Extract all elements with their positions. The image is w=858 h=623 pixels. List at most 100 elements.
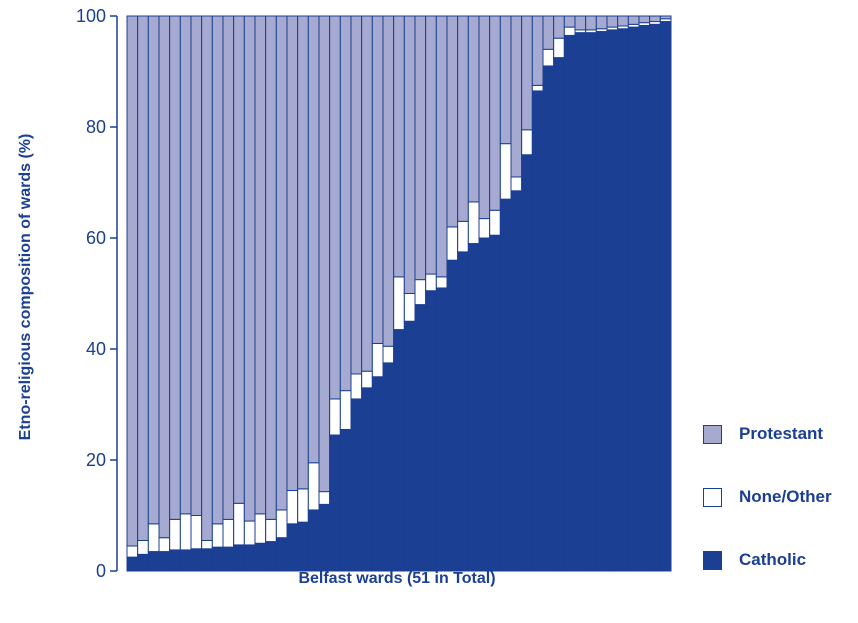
bar-catholic-24 <box>371 376 384 572</box>
bar-none-other-27 <box>403 293 416 322</box>
bar-none-other-30 <box>435 276 448 289</box>
bar-protestant-38 <box>521 15 533 131</box>
bar-none-other-18 <box>307 462 320 511</box>
bar-none-other-37 <box>510 176 523 192</box>
bar-protestant-47 <box>617 15 629 27</box>
bar-protestant-5 <box>169 15 181 520</box>
bar-protestant-18 <box>307 15 320 464</box>
bar-catholic-26 <box>393 329 405 572</box>
bar-none-other-3 <box>147 523 160 553</box>
bar-none-other-16 <box>286 490 299 525</box>
bar-catholic-39 <box>531 90 544 572</box>
bar-catholic-22 <box>350 398 363 572</box>
bar-none-other-26 <box>393 276 405 331</box>
bar-catholic-9 <box>211 546 224 572</box>
bar-protestant-2 <box>137 15 149 541</box>
bar-catholic-11 <box>233 544 245 572</box>
bar-protestant-19 <box>318 15 331 493</box>
legend-label-catholic: Catholic <box>739 550 807 569</box>
bar-protestant-25 <box>382 15 395 347</box>
bar-none-other-25 <box>382 345 395 364</box>
bar-catholic-2 <box>137 553 149 572</box>
bar-protestant-14 <box>265 15 277 520</box>
bar-protestant-37 <box>510 15 523 178</box>
bar-catholic-30 <box>435 287 448 572</box>
bar-none-other-22 <box>350 373 363 400</box>
bar-catholic-35 <box>489 234 501 572</box>
bar-catholic-33 <box>467 243 480 572</box>
bar-none-other-12 <box>243 520 256 546</box>
bar-catholic-29 <box>425 290 437 572</box>
bar-catholic-17 <box>297 521 309 572</box>
bar-protestant-51 <box>659 15 672 20</box>
legend-swatch-protestant <box>703 424 722 444</box>
bar-none-other-33 <box>467 201 480 245</box>
bar-catholic-49 <box>638 24 651 572</box>
bar-catholic-21 <box>339 428 352 572</box>
bar-catholic-43 <box>574 32 587 572</box>
bar-protestant-9 <box>211 15 224 525</box>
bar-none-other-14 <box>265 518 277 543</box>
legend-label-none-other: None/Other <box>739 487 832 506</box>
bar-catholic-6 <box>179 549 192 572</box>
bar-protestant-30 <box>435 15 448 278</box>
bar-none-other-36 <box>499 143 512 200</box>
bar-catholic-8 <box>201 548 213 572</box>
bar-catholic-48 <box>627 26 640 572</box>
bar-none-other-40 <box>542 48 555 67</box>
bar-none-other-28 <box>414 279 427 306</box>
bar-catholic-37 <box>510 190 523 572</box>
bar-protestant-46 <box>606 15 619 28</box>
bar-catholic-36 <box>499 198 512 572</box>
bar-none-other-42 <box>563 26 576 36</box>
bar-protestant-3 <box>147 15 160 525</box>
bar-protestant-11 <box>233 15 245 504</box>
legend-swatch-catholic <box>703 550 722 570</box>
bar-protestant-13 <box>254 15 267 515</box>
bar-protestant-23 <box>361 15 373 372</box>
bar-catholic-3 <box>147 551 160 572</box>
bar-catholic-42 <box>563 34 576 572</box>
legend-label-protestant: Protestant <box>739 424 824 443</box>
bar-none-other-7 <box>190 515 203 550</box>
bar-protestant-16 <box>286 15 299 492</box>
bar-none-other-13 <box>254 513 267 544</box>
bar-catholic-28 <box>414 304 427 572</box>
bar-protestant-39 <box>531 15 544 86</box>
bar-catholic-13 <box>254 542 267 572</box>
bar-catholic-47 <box>617 28 629 572</box>
bar-catholic-41 <box>553 57 565 572</box>
bar-protestant-21 <box>339 15 352 392</box>
bar-catholic-16 <box>286 523 299 572</box>
bar-protestant-8 <box>201 15 213 541</box>
bar-catholic-40 <box>542 65 555 572</box>
bar-catholic-23 <box>361 387 373 572</box>
bar-protestant-1 <box>126 15 139 547</box>
bar-none-other-15 <box>275 509 288 539</box>
bar-protestant-24 <box>371 15 384 344</box>
bar-protestant-7 <box>190 15 203 516</box>
bar-none-other-24 <box>371 342 384 378</box>
bar-none-other-10 <box>222 518 235 548</box>
bar-protestant-44 <box>585 15 597 31</box>
bar-catholic-5 <box>169 549 181 572</box>
y-tick-label-20: 20 <box>86 450 106 470</box>
bar-catholic-45 <box>595 31 608 572</box>
bar-catholic-19 <box>318 503 331 572</box>
bar-none-other-9 <box>211 523 224 548</box>
bar-catholic-12 <box>243 544 256 572</box>
bar-protestant-48 <box>627 15 640 25</box>
y-tick-label-0: 0 <box>96 561 106 581</box>
bar-group <box>126 15 672 572</box>
bar-catholic-46 <box>606 29 619 572</box>
bar-catholic-14 <box>265 541 277 572</box>
bar-catholic-1 <box>126 556 139 572</box>
bar-none-other-20 <box>329 398 341 436</box>
bar-protestant-29 <box>425 15 437 275</box>
bar-none-other-29 <box>425 273 437 292</box>
bar-protestant-27 <box>403 15 416 294</box>
legend-swatch-none-other <box>703 487 722 507</box>
bar-none-other-31 <box>446 226 459 261</box>
bar-catholic-20 <box>329 434 341 572</box>
